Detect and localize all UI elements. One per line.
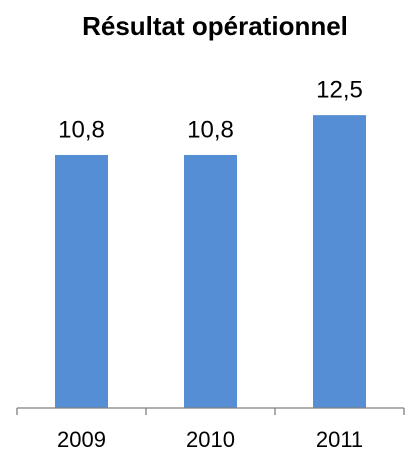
x-tick-label: 2009 — [57, 427, 106, 452]
value-label: 10,8 — [187, 116, 234, 143]
bar — [313, 115, 366, 409]
x-tick-label: 2011 — [316, 427, 363, 452]
bar — [55, 154, 108, 408]
chart-title: Résultat opérationnel — [82, 11, 348, 41]
value-label: 10,8 — [58, 116, 105, 143]
x-tick-label: 2010 — [186, 427, 235, 452]
value-label: 12,5 — [316, 76, 363, 103]
bar — [184, 154, 237, 408]
